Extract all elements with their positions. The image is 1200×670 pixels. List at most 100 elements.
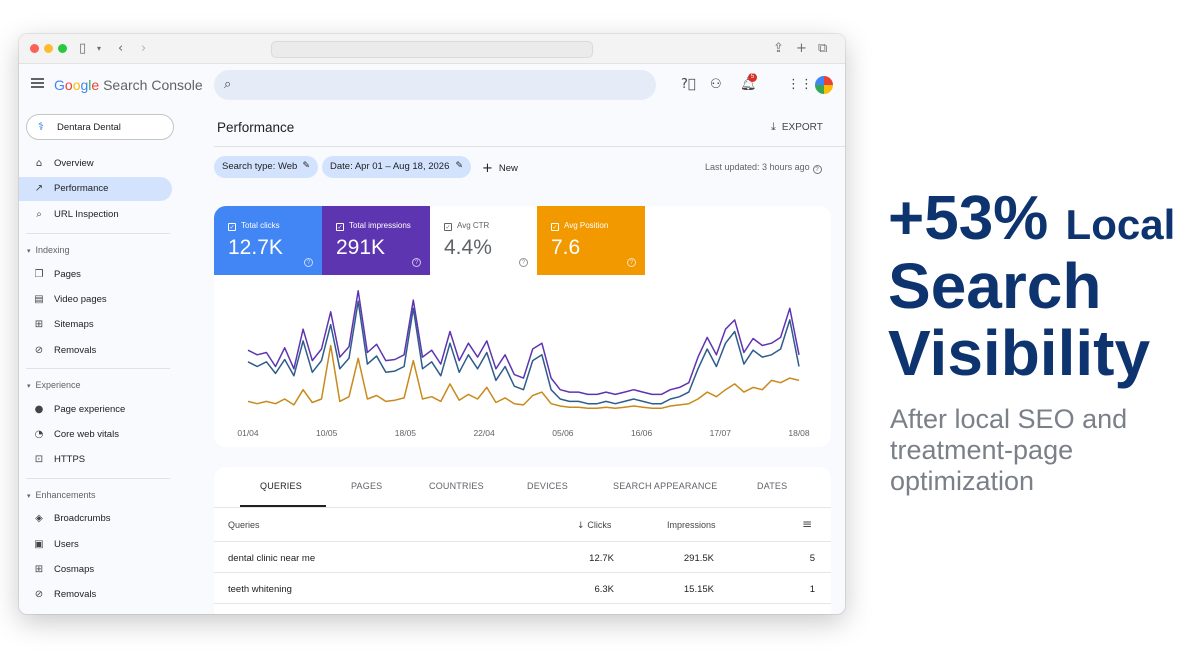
impressions-cell: 291.5K: [683, 553, 714, 564]
tab-pages[interactable]: PAGES: [351, 481, 383, 491]
metric-total-clicks[interactable]: ✓ Total clicks 12.7K ?: [214, 206, 322, 275]
sidebar-item-label: Video pages: [54, 294, 107, 305]
browser-toolbar: ▯ ▾ ‹ › ⇪ + ⧉: [19, 34, 845, 64]
search-input[interactable]: ⌕: [214, 70, 656, 100]
column-header-clicks[interactable]: ↓ Clicks: [577, 520, 614, 531]
sidebar-item-cosmaps[interactable]: ⊞ Cosmaps: [19, 558, 172, 582]
column-header-impressions[interactable]: Impressions: [667, 520, 716, 530]
sidebar-item-performance[interactable]: ↗ Performance: [19, 177, 172, 201]
property-name: Dentara Dental: [57, 122, 121, 133]
search-type-filter-chip[interactable]: Search type: Web ✎: [214, 156, 318, 178]
notification-badge: 5: [748, 73, 757, 82]
chevron-down-icon[interactable]: ▾: [97, 44, 102, 53]
clicks-cell: 12.7K: [589, 553, 614, 564]
metric-label-text: Total clicks: [241, 221, 280, 230]
sidebar-item-removals-2[interactable]: ⊘ Removals: [19, 583, 172, 607]
x-tick-label: 22/04: [473, 428, 495, 438]
sidebar-divider: [26, 233, 170, 234]
logo-letter: l: [88, 77, 92, 93]
sidebar-item-url-inspection[interactable]: ⌕ URL Inspection: [19, 203, 172, 227]
tab-devices[interactable]: DEVICES: [527, 481, 568, 491]
sidebar-item-pages[interactable]: ❐ Pages: [19, 263, 172, 287]
back-icon[interactable]: ‹: [118, 41, 124, 56]
sidebar-item-sitemaps[interactable]: ⊞ Sitemaps: [19, 313, 172, 337]
sidebar-section-indexing[interactable]: ▾ Indexing: [27, 245, 70, 255]
new-label: New: [498, 163, 518, 174]
speed-icon: ◔: [34, 429, 44, 440]
apps-grid-icon[interactable]: ⋮⋮: [787, 77, 813, 92]
share-icon[interactable]: ⇪: [773, 41, 784, 56]
sidebar-item-users[interactable]: ▣ Users: [19, 533, 172, 557]
search-icon: ⌕: [36, 209, 42, 220]
menu-icon[interactable]: [31, 78, 44, 88]
avatar[interactable]: [815, 76, 833, 94]
address-bar[interactable]: [271, 41, 593, 58]
layers-icon: ◈: [35, 513, 43, 524]
chip-label: Search type: Web: [222, 161, 298, 172]
search-icon: ⌕: [224, 77, 232, 92]
checkbox-icon: ✓: [551, 223, 559, 231]
pages-icon: ❐: [34, 269, 44, 280]
sidebar-item-removals[interactable]: ⊘ Removals: [19, 339, 172, 363]
sidebar-toggle-icon[interactable]: ▯: [79, 41, 87, 56]
sidebar-item-video-pages[interactable]: ▤ Video pages: [19, 288, 172, 312]
close-window-button[interactable]: [30, 44, 39, 53]
sidebar-section-enhancements[interactable]: ▾ Enhancements: [27, 490, 96, 500]
tab-queries[interactable]: QUERIES: [260, 481, 302, 491]
filter-icon[interactable]: ≡: [802, 517, 813, 531]
sidebar-section-experience[interactable]: ▾ Experience: [27, 380, 81, 390]
checkbox-icon: ✓: [228, 223, 236, 231]
logo-letter: o: [64, 77, 73, 93]
removals-icon: ⊘: [34, 589, 44, 600]
help-icon[interactable]: ?: [304, 258, 313, 267]
metric-label-text: Avg CTR: [457, 221, 490, 230]
new-tab-icon[interactable]: +: [796, 41, 807, 56]
tab-countries[interactable]: COUNTRIES: [429, 481, 484, 491]
sidebar-item-page-experience[interactable]: ● Page experience: [19, 398, 172, 422]
metric-total-impressions[interactable]: ✓ Total impressions 291K ?: [322, 206, 430, 275]
sidebar-divider: [26, 368, 170, 369]
forward-icon[interactable]: ›: [141, 41, 147, 56]
sidebar-item-core-web-vitals[interactable]: ◔ Core web vitals: [19, 423, 172, 447]
tab-dates[interactable]: DATES: [757, 481, 788, 491]
sidebar-item-label: Sitemaps: [54, 319, 94, 330]
help-icon[interactable]: ?: [519, 258, 528, 267]
column-header-queries[interactable]: Queries: [228, 520, 260, 530]
new-filter-button[interactable]: + New: [482, 161, 518, 176]
headline-stat-suffix: Local: [1065, 201, 1176, 248]
metric-avg-position[interactable]: ✓ Avg Position 7.6 ?: [537, 206, 645, 275]
headline-line-1: +53% Local: [888, 188, 1175, 250]
help-icon[interactable]: ?: [812, 165, 822, 174]
date-filter-chip[interactable]: Date: Apr 01 – Aug 18, 2026 ✎: [322, 156, 471, 178]
sidebar-item-label: Broadcrumbs: [54, 513, 111, 524]
metric-avg-ctr[interactable]: ✓ Avg CTR 4.4% ?: [430, 206, 538, 275]
sidebar-item-label: Cosmaps: [54, 564, 95, 575]
help-icon[interactable]: ?: [412, 258, 421, 267]
sidebar-item-overview[interactable]: ⌂ Overview: [19, 152, 172, 176]
tabs-overview-icon[interactable]: ⧉: [818, 41, 828, 56]
x-tick-label: 18/08: [788, 428, 810, 438]
video-pages-icon: ▤: [34, 294, 44, 305]
lock-icon: ⊡: [34, 454, 44, 465]
impressions-cell: 15.15K: [683, 584, 714, 595]
zoom-window-button[interactable]: [58, 44, 67, 53]
metric-value: 4.4%: [444, 236, 492, 259]
export-button[interactable]: ⤓ EXPORT: [771, 120, 823, 134]
tab-search-appearance[interactable]: SEARCH APPEARANCE: [613, 481, 718, 491]
help-icon[interactable]: ?: [627, 258, 636, 267]
headline-line-3: Visibility: [888, 317, 1151, 389]
manage-users-icon[interactable]: ⚇: [710, 77, 722, 92]
home-icon: ⌂: [35, 158, 43, 169]
minimize-window-button[interactable]: [44, 44, 53, 53]
sitemap-icon: ⊞: [34, 564, 44, 575]
sidebar-item-https[interactable]: ⊡ HTTPS: [19, 448, 172, 472]
x-tick-label: 01/04: [237, 428, 259, 438]
property-selector[interactable]: ⚕ Dentara Dental: [26, 114, 174, 140]
sidebar-item-broadcrumbs[interactable]: ◈ Broadcrumbs: [19, 507, 172, 531]
promo-subtitle: After local SEO and treatment-page optim…: [890, 404, 1128, 496]
page-title: Performance: [217, 120, 295, 135]
help-icon[interactable]: ?⃝: [681, 77, 696, 92]
search-console-logo[interactable]: Google Search Console: [54, 77, 203, 93]
sidebar-item-label: Removals: [54, 345, 97, 356]
headline-line-2: Search: [888, 250, 1102, 322]
